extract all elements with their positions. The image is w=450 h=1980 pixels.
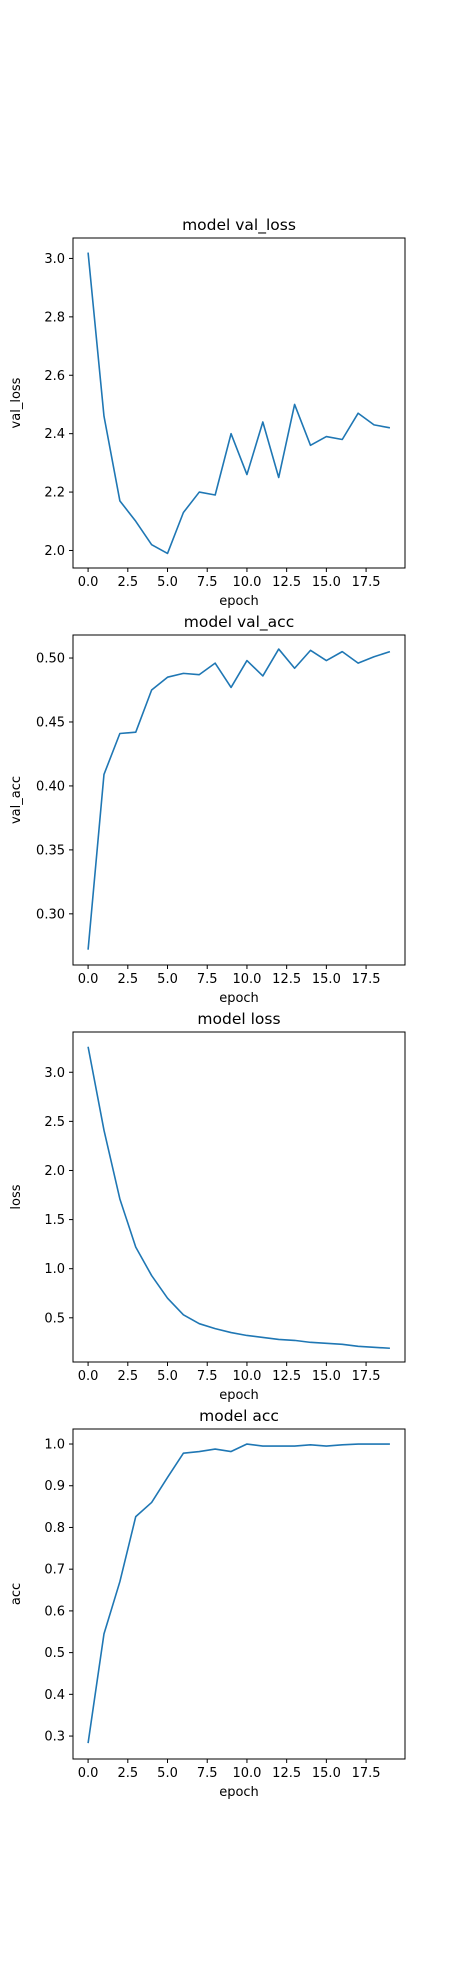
chart-title: model loss bbox=[197, 1010, 280, 1028]
y-tick-label: 0.35 bbox=[36, 843, 65, 858]
x-tick-label: 10.0 bbox=[232, 972, 261, 987]
y-tick-label: 2.5 bbox=[44, 1115, 65, 1130]
y-tick-label: 2.0 bbox=[44, 1164, 65, 1179]
x-tick-label: 12.5 bbox=[272, 1369, 301, 1384]
plot-frame bbox=[72, 237, 406, 569]
x-tick-label: 7.5 bbox=[197, 1766, 218, 1781]
plot-frame bbox=[72, 1031, 406, 1363]
y-tick-label: 0.8 bbox=[44, 1521, 65, 1536]
x-tick-label: 17.5 bbox=[352, 972, 381, 987]
y-tick-label: 1.0 bbox=[44, 1438, 65, 1453]
x-tick-label: 12.5 bbox=[272, 1766, 301, 1781]
y-tick-label: 2.6 bbox=[44, 369, 65, 384]
x-tick-label: 15.0 bbox=[312, 972, 341, 987]
chart-title: model val_acc bbox=[184, 613, 294, 632]
x-tick-label: 7.5 bbox=[197, 575, 218, 590]
chart-panel-2: model val_acc 0.0 2.5 5.0 7.5 10.0 12.5 15.0 17.… bbox=[9, 613, 406, 1006]
y-tick-label: 0.9 bbox=[44, 1479, 65, 1494]
series-line-1 bbox=[87, 1046, 390, 1350]
y-tick-label: 0.7 bbox=[44, 1563, 65, 1578]
x-tick-label: 7.5 bbox=[197, 1369, 218, 1384]
y-axis-label: loss bbox=[9, 1184, 24, 1209]
y-tick-label: 0.40 bbox=[36, 779, 65, 794]
y-tick-label: 2.8 bbox=[44, 310, 65, 325]
y-tick-label: 0.6 bbox=[44, 1604, 65, 1619]
x-tick-label: 15.0 bbox=[312, 1766, 341, 1781]
x-tick-label: 0.0 bbox=[78, 575, 99, 590]
y-tick-label: 2.2 bbox=[44, 486, 65, 501]
chart-panel-1: model val_loss 0.0 2.5 5.0 7.5 10.0 12.5 15.0 17… bbox=[9, 216, 406, 609]
y-axis-label: acc bbox=[9, 1583, 24, 1605]
plot-frame bbox=[72, 1428, 406, 1760]
x-axis-label: epoch bbox=[219, 1388, 259, 1403]
y-axis-label: val_acc bbox=[9, 776, 24, 824]
x-tick-label: 5.0 bbox=[157, 575, 178, 590]
x-tick-label: 2.5 bbox=[117, 972, 138, 987]
chart-title: model val_loss bbox=[182, 216, 296, 235]
x-tick-label: 12.5 bbox=[272, 575, 301, 590]
y-tick-label: 0.50 bbox=[36, 652, 65, 667]
x-tick-label: 2.5 bbox=[117, 575, 138, 590]
x-tick-label: 0.0 bbox=[78, 1766, 99, 1781]
y-tick-label: 3.0 bbox=[44, 1066, 65, 1081]
x-tick-label: 5.0 bbox=[157, 972, 178, 987]
chart-panel-4: model acc 0.0 2.5 5.0 7.5 10.0 12.5 15.0 17.5 0.3… bbox=[9, 1407, 406, 1800]
x-tick-label: 15.0 bbox=[312, 1369, 341, 1384]
x-tick-label: 15.0 bbox=[312, 575, 341, 590]
x-tick-label: 0.0 bbox=[78, 972, 99, 987]
x-tick-label: 17.5 bbox=[352, 1766, 381, 1781]
chart-title: model acc bbox=[199, 1407, 279, 1425]
x-tick-label: 7.5 bbox=[197, 972, 218, 987]
y-tick-label: 0.5 bbox=[44, 1646, 65, 1661]
x-tick-label: 17.5 bbox=[352, 1369, 381, 1384]
x-axis-label: epoch bbox=[219, 1785, 259, 1800]
x-axis-label: epoch bbox=[219, 594, 259, 609]
y-tick-label: 3.0 bbox=[44, 252, 65, 267]
x-tick-label: 2.5 bbox=[117, 1369, 138, 1384]
x-tick-label: 2.5 bbox=[117, 1766, 138, 1781]
series-line-1 bbox=[87, 252, 391, 555]
x-tick-label: 10.0 bbox=[232, 575, 261, 590]
chart-panel-3: model loss 0.0 2.5 5.0 7.5 10.0 12.5 15.0 17.5 0.… bbox=[9, 1010, 406, 1403]
x-axis-label: epoch bbox=[219, 991, 259, 1006]
y-tick-label: 2.4 bbox=[44, 427, 65, 442]
x-tick-label: 0.0 bbox=[78, 1369, 99, 1384]
x-tick-label: 17.5 bbox=[352, 575, 381, 590]
y-tick-label: 1.0 bbox=[44, 1262, 65, 1277]
x-tick-label: 5.0 bbox=[157, 1766, 178, 1781]
plot-frame bbox=[72, 634, 406, 966]
y-tick-label: 0.4 bbox=[44, 1688, 65, 1703]
series-line-1 bbox=[87, 1443, 390, 1744]
y-tick-label: 1.5 bbox=[44, 1213, 65, 1228]
x-tick-label: 12.5 bbox=[272, 972, 301, 987]
y-tick-label: 0.45 bbox=[36, 715, 65, 730]
y-axis-label: val_loss bbox=[9, 377, 24, 428]
y-tick-label: 0.30 bbox=[36, 907, 65, 922]
x-tick-label: 5.0 bbox=[157, 1369, 178, 1384]
series-line-1 bbox=[87, 648, 391, 950]
y-tick-label: 0.5 bbox=[44, 1311, 65, 1326]
y-tick-label: 0.3 bbox=[44, 1730, 65, 1745]
x-tick-label: 10.0 bbox=[232, 1766, 261, 1781]
x-tick-label: 10.0 bbox=[232, 1369, 261, 1384]
y-tick-label: 2.0 bbox=[44, 544, 65, 559]
